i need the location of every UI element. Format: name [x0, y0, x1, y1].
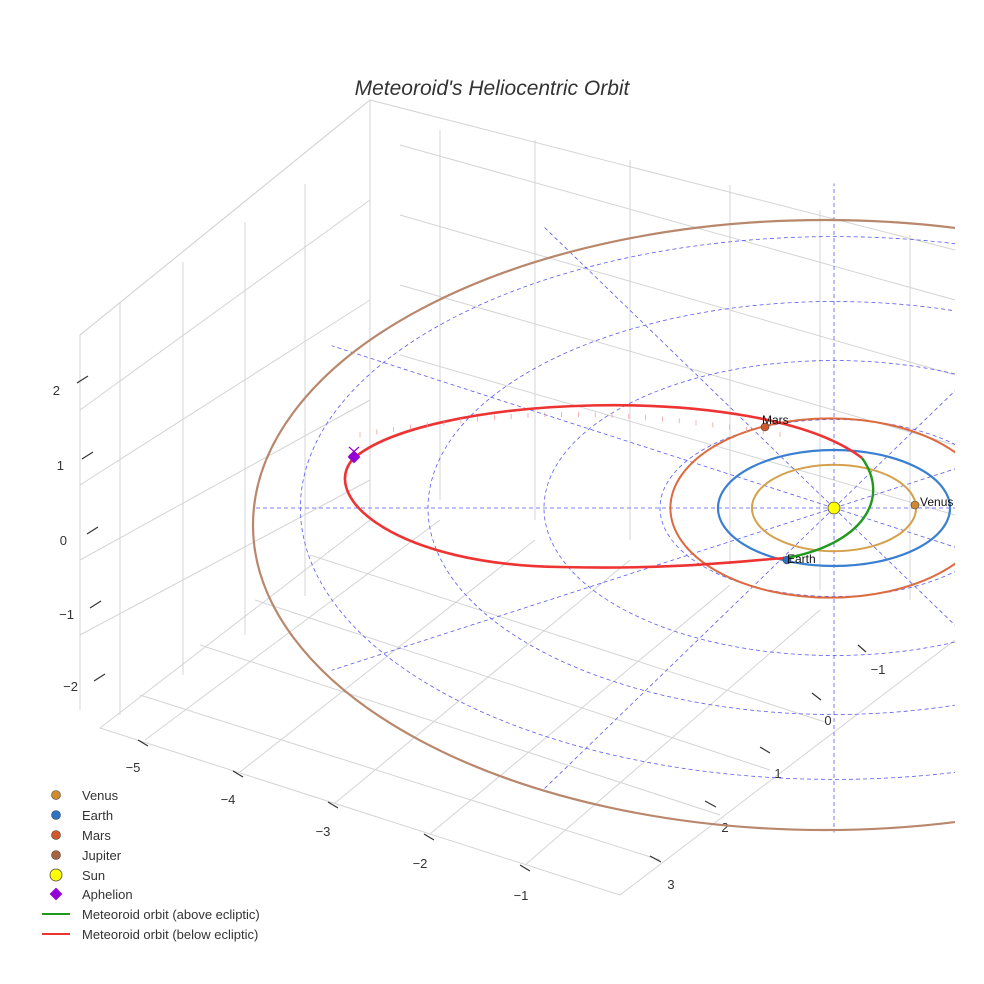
legend-label: Meteoroid orbit (below ecliptic)	[82, 927, 258, 942]
markers	[347, 422, 920, 565]
legend-label: Sun	[82, 868, 105, 883]
meteoroid-orbit-above	[785, 457, 875, 560]
chart-title: Meteoroid's Heliocentric Orbit	[355, 77, 631, 100]
earth-label: Earth	[787, 552, 816, 566]
legend-marker-jupiter	[51, 850, 61, 860]
earth-orbit	[716, 448, 952, 568]
y-axis-ticks: −1 0 1 2 3	[667, 662, 885, 892]
y-tick-label: 1	[774, 766, 781, 781]
z-tick-label: 0	[60, 533, 67, 548]
aphelion-cross-marker	[348, 446, 360, 457]
planet-orbits	[252, 218, 955, 832]
y-tick-label: −1	[871, 662, 886, 677]
legend-marker-aphelion	[49, 887, 63, 901]
ecliptic-grid-spoke	[331, 345, 835, 509]
z-tick-label: −2	[63, 679, 78, 694]
x-axis-ticks: −5 −4 −3 −2 −1	[126, 760, 529, 903]
legend-label: Jupiter	[82, 848, 122, 863]
ecliptic-grid-spoke	[543, 507, 835, 790]
legend-marker-venus	[51, 790, 61, 800]
box-grid	[79, 98, 956, 896]
z-tick-label: 1	[57, 458, 64, 473]
y-tick-label: 2	[721, 820, 728, 835]
legend-label: Meteoroid orbit (above ecliptic)	[82, 907, 260, 922]
x-tick-label: −5	[126, 760, 141, 775]
legend: Venus Earth Mars Jupiter Sun Aphelion Me…	[42, 788, 260, 942]
ecliptic-grid-spoke	[833, 507, 955, 548]
legend-label: Earth	[82, 808, 113, 823]
ecliptic-grid-spoke	[543, 226, 835, 509]
legend-label: Venus	[82, 788, 119, 803]
z-tick-label: 2	[53, 383, 60, 398]
y-tick-label: 3	[667, 877, 674, 892]
venus-label: Venus	[920, 495, 953, 509]
legend-marker-sun	[49, 868, 63, 882]
sun-marker	[827, 501, 841, 515]
mars-marker	[760, 422, 770, 432]
mars-label: Mars	[762, 413, 789, 427]
x-tick-label: −4	[221, 792, 236, 807]
legend-label: Mars	[82, 828, 111, 843]
venus-marker	[910, 500, 920, 510]
x-tick-label: −3	[316, 824, 331, 839]
ecliptic-grid-spoke	[833, 468, 955, 509]
legend-label: Aphelion	[82, 887, 133, 902]
legend-marker-mars	[51, 830, 61, 840]
z-axis-ticks: 2 1 0 −1 −2	[53, 383, 78, 694]
x-tick-label: −1	[514, 888, 529, 903]
mars-orbit	[669, 417, 955, 599]
earth-marker	[782, 555, 792, 565]
ecliptic-grid-spoke	[331, 507, 835, 671]
plot-area	[252, 183, 955, 833]
meteoroid-orbit	[343, 403, 875, 569]
meteoroid-orbit-below	[343, 403, 863, 569]
y-tick-label: 0	[824, 713, 831, 728]
z-tick-label: −1	[59, 607, 74, 622]
tick-marks	[76, 375, 867, 872]
jupiter-orbit	[252, 218, 955, 832]
ecliptic-grid-ring	[659, 419, 955, 597]
ecliptic-grid	[254, 183, 955, 833]
legend-marker-earth	[51, 810, 61, 820]
x-tick-label: −2	[413, 856, 428, 871]
